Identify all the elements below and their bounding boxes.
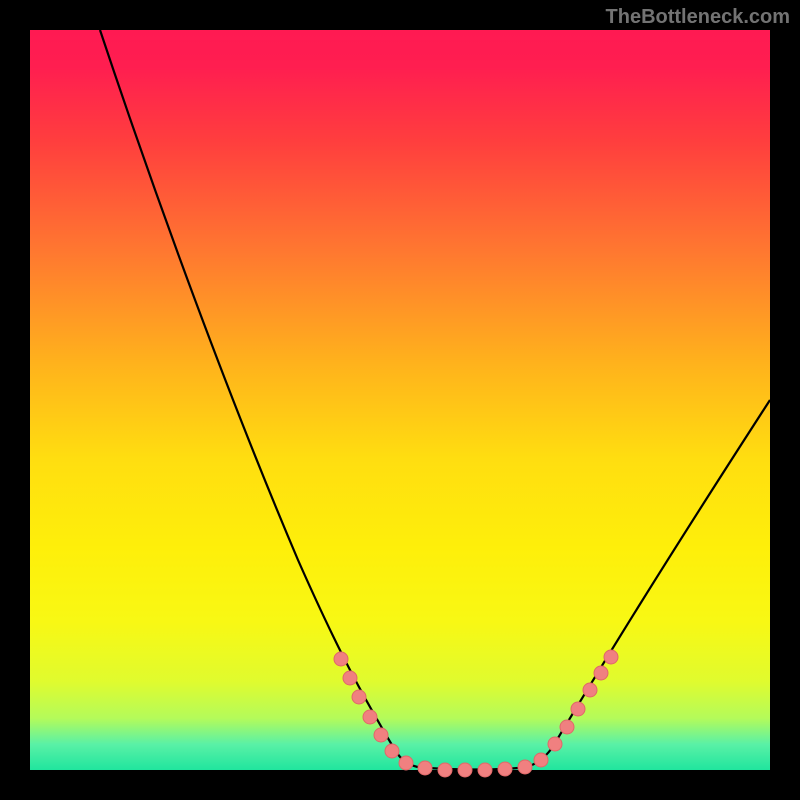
plot-area bbox=[30, 30, 770, 770]
chart-svg bbox=[0, 0, 800, 800]
marker-point bbox=[534, 753, 548, 767]
marker-point bbox=[385, 744, 399, 758]
marker-point bbox=[438, 763, 452, 777]
marker-point bbox=[374, 728, 388, 742]
marker-point bbox=[352, 690, 366, 704]
marker-point bbox=[583, 683, 597, 697]
marker-point bbox=[518, 760, 532, 774]
marker-point bbox=[399, 756, 413, 770]
bottleneck-chart: TheBottleneck.com bbox=[0, 0, 800, 800]
marker-point bbox=[594, 666, 608, 680]
marker-point bbox=[343, 671, 357, 685]
marker-point bbox=[548, 737, 562, 751]
marker-point bbox=[571, 702, 585, 716]
marker-point bbox=[560, 720, 574, 734]
marker-point bbox=[478, 763, 492, 777]
marker-point bbox=[363, 710, 377, 724]
marker-point bbox=[418, 761, 432, 775]
marker-point bbox=[604, 650, 618, 664]
marker-point bbox=[458, 763, 472, 777]
marker-point bbox=[498, 762, 512, 776]
marker-point bbox=[334, 652, 348, 666]
